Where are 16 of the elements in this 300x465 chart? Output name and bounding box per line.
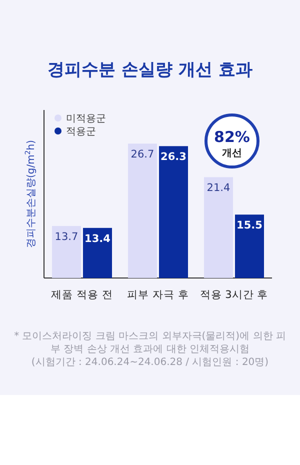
data-label: 26.3	[160, 151, 186, 164]
data-label: 21.4	[206, 182, 231, 194]
text: (시험기간 : 24.06.24~24.06.28 / 시험인원 : 20명)	[30, 356, 270, 369]
text: * 모이스처라이징 크림 마스크의 외부자극(물리적)에 의한 피부 장벽 손상 개선 효과에 대한 인체적용시험	[13, 330, 287, 356]
x-tick-label: 제품 적용 전	[51, 289, 113, 301]
data-label: 26.7	[130, 148, 154, 161]
legend-label: 미적용군	[66, 114, 106, 124]
annotation: 개선	[222, 148, 242, 159]
data-label: 15.5	[236, 220, 262, 232]
data-label: 13.4	[84, 232, 110, 245]
x-tick-label: 적용 3시간 후	[200, 289, 268, 301]
data-label: 13.7	[54, 231, 78, 244]
annotation: 82%	[214, 128, 250, 146]
x-tick-label: 피부 자극 후	[127, 289, 189, 301]
chart-title: 경피수분 손실량 개선 효과	[48, 60, 252, 80]
legend-label: 적용군	[66, 126, 96, 138]
